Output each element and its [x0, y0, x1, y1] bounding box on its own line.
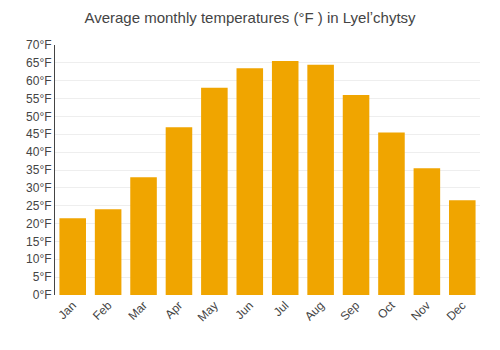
svg-text:Jul: Jul	[271, 298, 292, 319]
svg-text:Sep: Sep	[337, 298, 362, 323]
svg-text:25°F: 25°F	[26, 199, 51, 213]
svg-text:May: May	[195, 298, 221, 324]
svg-text:Aug: Aug	[302, 298, 327, 323]
svg-text:5°F: 5°F	[33, 270, 52, 284]
svg-text:Mar: Mar	[125, 298, 150, 323]
svg-text:20°F: 20°F	[26, 217, 51, 231]
svg-text:10°F: 10°F	[26, 252, 51, 266]
svg-text:Jan: Jan	[55, 298, 79, 322]
svg-text:60°F: 60°F	[26, 74, 51, 88]
svg-text:Nov: Nov	[408, 298, 433, 323]
svg-text:Oct: Oct	[375, 298, 399, 322]
svg-text:45°F: 45°F	[26, 127, 51, 141]
svg-text:40°F: 40°F	[26, 145, 51, 159]
svg-text:Apr: Apr	[162, 298, 185, 321]
svg-text:35°F: 35°F	[26, 163, 51, 177]
svg-text:65°F: 65°F	[26, 56, 51, 70]
svg-text:Average monthly temperatures (: Average monthly temperatures (°F ) in Ly…	[84, 9, 416, 26]
svg-text:Feb: Feb	[90, 298, 115, 323]
svg-text:70°F: 70°F	[26, 38, 51, 52]
svg-text:Dec: Dec	[444, 298, 469, 323]
svg-text:0°F: 0°F	[33, 288, 52, 302]
svg-text:15°F: 15°F	[26, 235, 51, 249]
svg-text:55°F: 55°F	[26, 92, 51, 106]
svg-text:30°F: 30°F	[26, 181, 51, 195]
svg-text:Jun: Jun	[233, 298, 257, 322]
svg-text:50°F: 50°F	[26, 110, 51, 124]
